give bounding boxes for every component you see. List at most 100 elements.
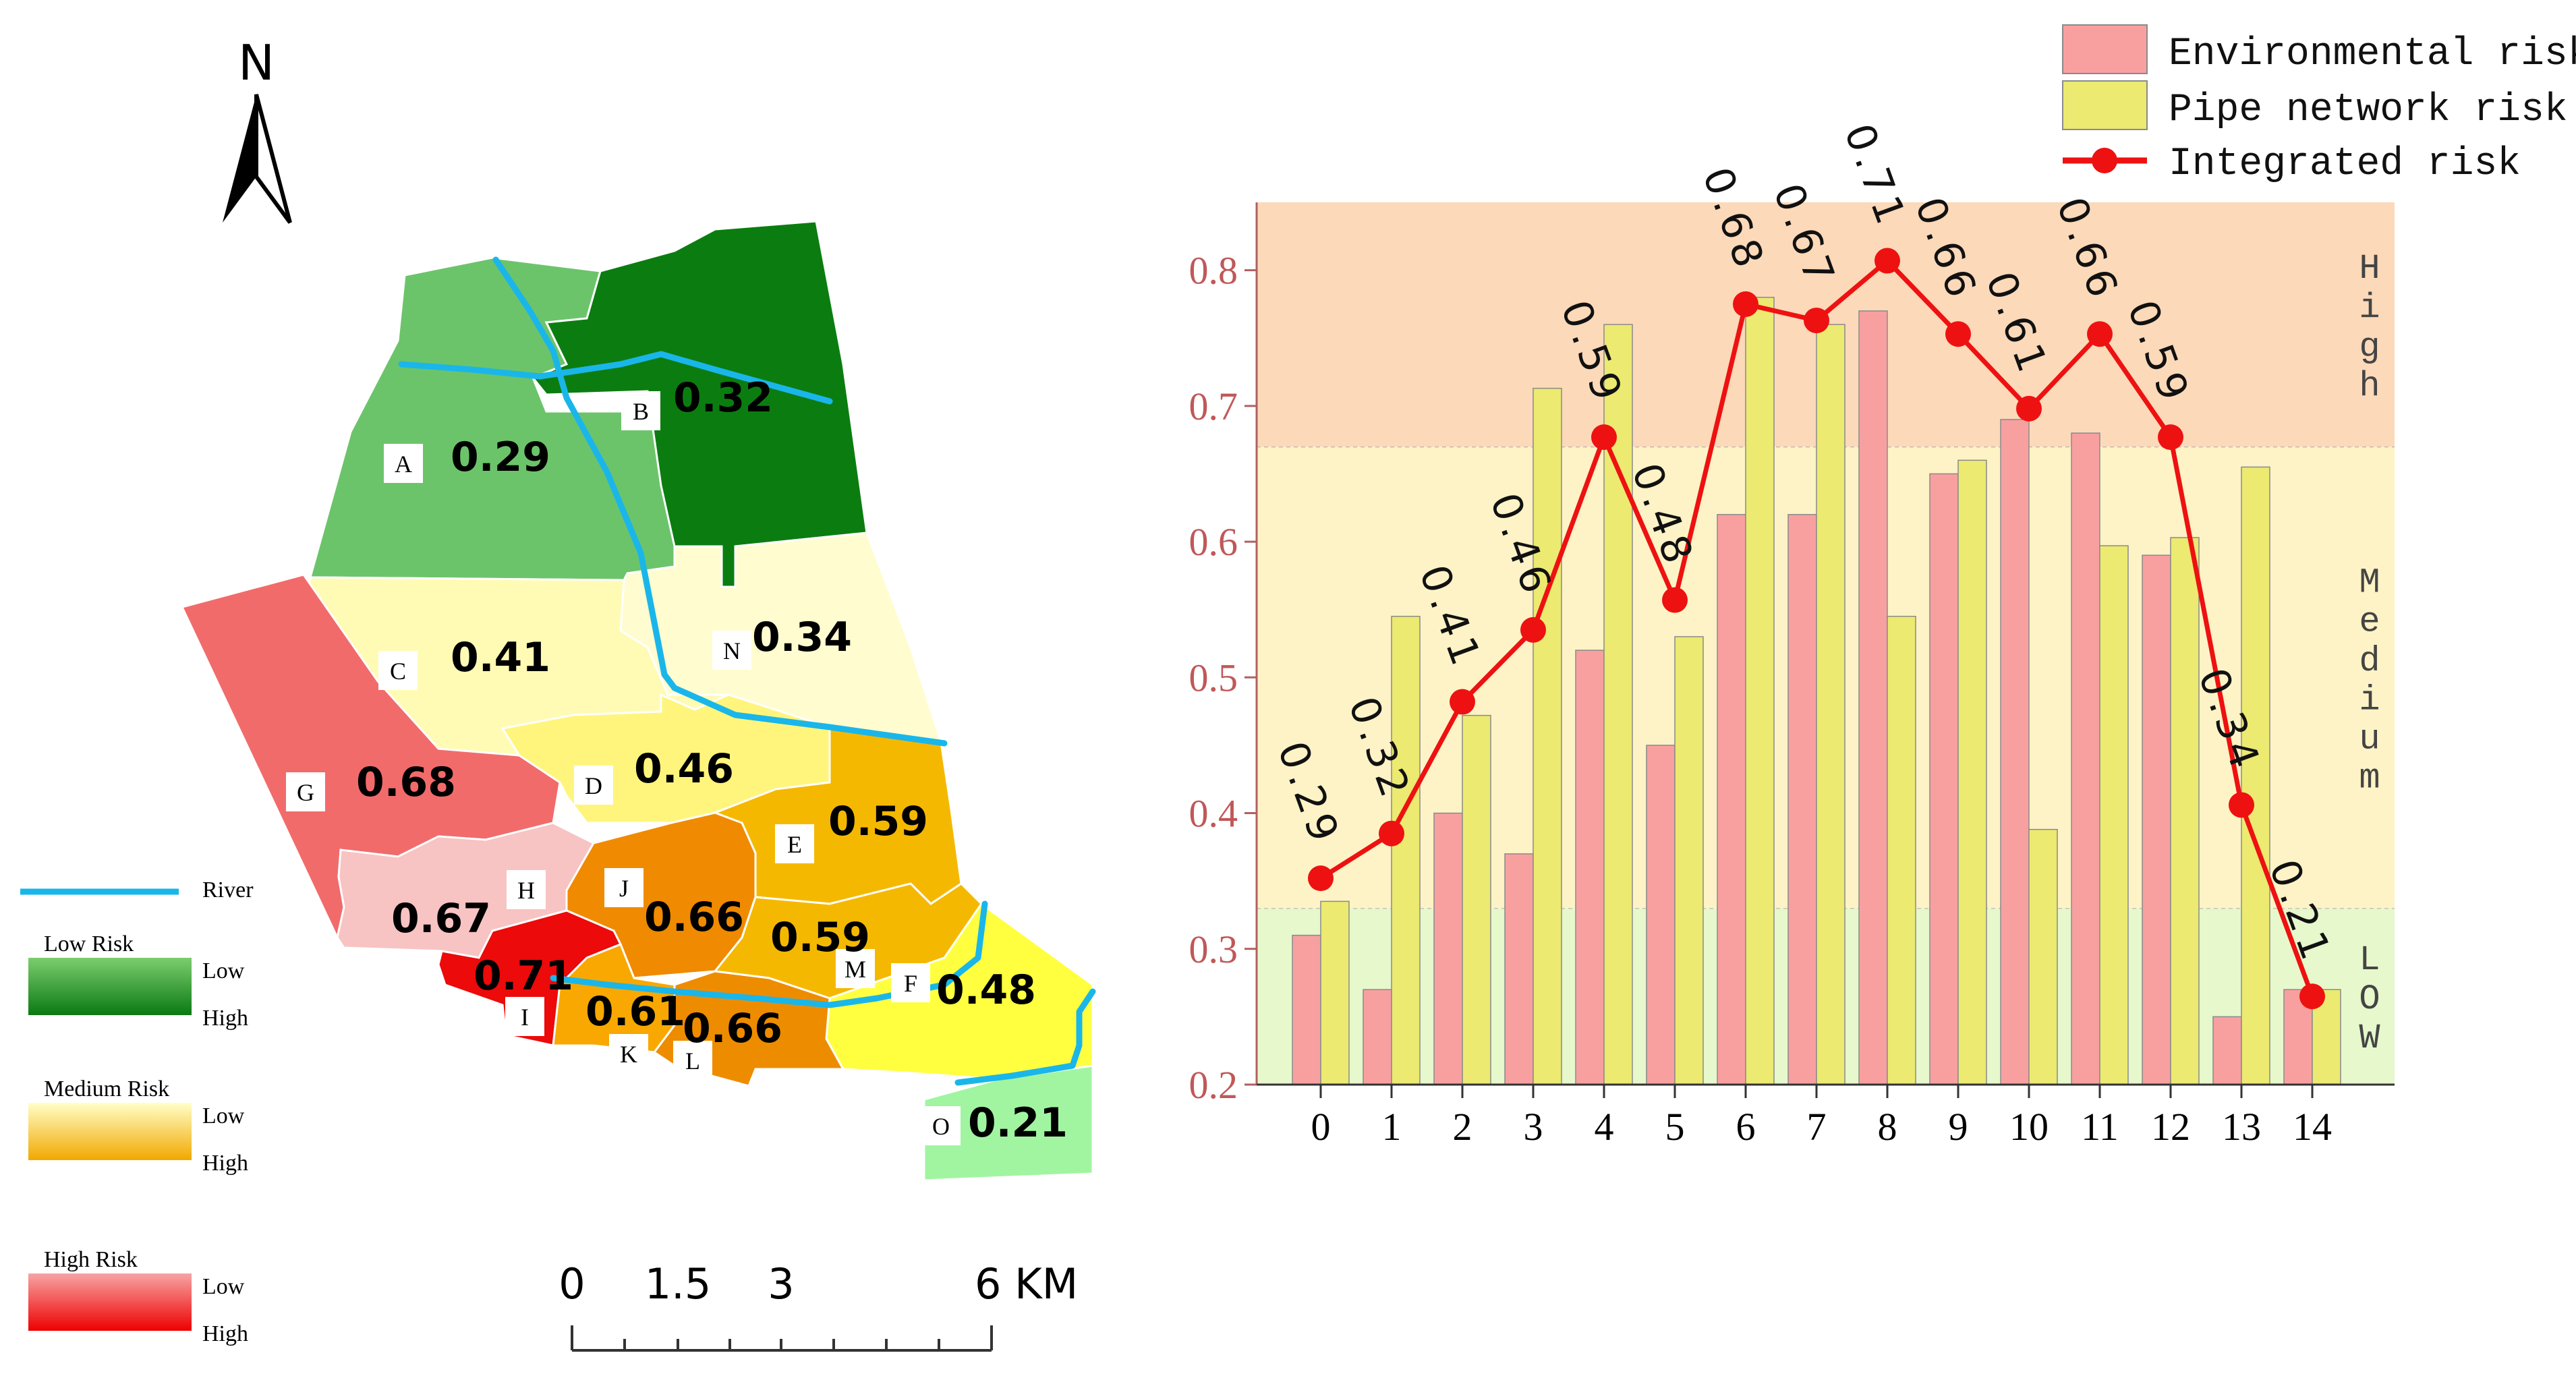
- legend-label-2: Integrated risk: [2169, 142, 2521, 186]
- rivers: [398, 256, 1096, 1086]
- integrated-risk-point-5: [1662, 587, 1688, 613]
- bar-environmental-13: [2212, 1016, 2242, 1085]
- bar-pipe-network-6: [1745, 297, 1775, 1085]
- integrated-risk-point-11: [2087, 321, 2113, 347]
- y-tick-label-6: 0.8: [1189, 249, 1238, 293]
- legend-swatch-0: [2062, 24, 2148, 74]
- zone-letter-i: I: [521, 1004, 529, 1031]
- scale-bar: 0 1.5 3 6 KM: [559, 1259, 1078, 1352]
- legend-label-1: Pipe network risk: [2169, 88, 2568, 132]
- legend-high-label-2: High: [202, 1321, 248, 1346]
- zone-letter-k: K: [620, 1041, 637, 1068]
- zone-letter-d: D: [585, 772, 602, 799]
- zone-letter-box-a: [384, 444, 423, 483]
- integrated-risk-point-4: [1591, 424, 1617, 451]
- zone-f-area: [825, 902, 1094, 1081]
- bar-pipe-network-12: [2170, 537, 2200, 1085]
- x-tick-label-11: 11: [2081, 1105, 2119, 1149]
- legend-swatch-1: [2062, 80, 2148, 130]
- bar-pipe-network-9: [1957, 459, 1987, 1085]
- y-tick-label-0: 0.2: [1189, 1063, 1238, 1107]
- bar-environmental-3: [1504, 853, 1534, 1085]
- zone-letter-box-m: [836, 949, 875, 988]
- zone-letter-n: N: [723, 637, 741, 664]
- bar-pipe-network-7: [1816, 324, 1845, 1085]
- legend-low-label-0: Low: [202, 958, 245, 983]
- x-tick-label-7: 7: [1807, 1105, 1827, 1149]
- bars: [1292, 297, 2341, 1085]
- zone-letter-c: C: [390, 658, 406, 685]
- zone-value-c: 0.41: [451, 634, 550, 681]
- integrated-risk-point-7: [1804, 308, 1829, 334]
- legend-gradient-swatch-1: [28, 1103, 192, 1160]
- x-tick-label-8: 8: [1878, 1105, 1897, 1149]
- bar-pipe-network-13: [2241, 466, 2270, 1085]
- zone-value-b: 0.32: [673, 374, 773, 422]
- zone-letter-f: F: [904, 970, 917, 997]
- x-tick-label-4: 4: [1595, 1105, 1614, 1149]
- zone-value-e: 0.59: [828, 798, 928, 845]
- x-tick-label-9: 9: [1949, 1105, 1968, 1149]
- bar-environmental-12: [2142, 554, 2171, 1085]
- zone-value-h: 0.67: [391, 895, 491, 942]
- scale-label-3: 3: [768, 1259, 794, 1309]
- bar-environmental-11: [2071, 432, 2100, 1085]
- north-arrow-icon: [223, 94, 292, 224]
- zone-value-f: 0.48: [936, 967, 1036, 1014]
- y-tick-label-5: 0.7: [1189, 384, 1238, 428]
- integrated-risk-point-3: [1520, 616, 1546, 643]
- legend-group-title-2: High Risk: [44, 1247, 138, 1272]
- legend-label-0: Environmental risk: [2169, 32, 2576, 76]
- bar-environmental-10: [2000, 419, 2030, 1085]
- scale-label-6km: 6 KM: [975, 1259, 1078, 1309]
- legend-marker-2: [2092, 148, 2117, 173]
- zone-value-j: 0.66: [644, 894, 744, 941]
- zone-letter-h: H: [517, 877, 535, 904]
- scale-label-0: 0: [559, 1259, 585, 1309]
- bar-pipe-network-0: [1320, 900, 1350, 1085]
- bar-environmental-2: [1433, 812, 1463, 1085]
- legend-low-label-2: Low: [202, 1274, 245, 1299]
- y-tick-label-3: 0.5: [1189, 656, 1238, 699]
- x-tick-label-3: 3: [1524, 1105, 1543, 1149]
- legend-gradient-swatch-2: [28, 1273, 192, 1331]
- axes: 0.20.30.40.50.60.70.80 1 2 3 4 5 6 7 8 9 10 11 12 13 1…: [1189, 202, 2395, 1149]
- zone-letter-g: G: [297, 779, 314, 806]
- bar-pipe-network-3: [1533, 387, 1562, 1085]
- integrated-risk-point-6: [1733, 291, 1758, 317]
- legend-high-label-1: High: [202, 1151, 248, 1176]
- zone-letter-box-d: [574, 766, 613, 805]
- bar-environmental-5: [1646, 745, 1676, 1085]
- zone-letter-box-e: [775, 824, 814, 863]
- river-south: [550, 900, 988, 1008]
- risk-map: N: [20, 34, 1096, 1352]
- river-north-south: [492, 256, 948, 747]
- zone-value-l: 0.66: [683, 1005, 782, 1052]
- river-legend-label: River: [202, 878, 254, 902]
- zone-letter-b: B: [633, 398, 649, 425]
- legend-group-title-1: Medium Risk: [44, 1076, 169, 1101]
- integrated-risk-point-10: [2016, 395, 2042, 422]
- zone-letter-a: A: [395, 451, 412, 478]
- risk-chart: L O WM e d i u mH i g h 0.290.320.410.460.590.480.…: [1189, 24, 2576, 1149]
- integrated-risk-point-0: [1308, 865, 1334, 892]
- risk-legend-groups: Low Risk Low High Medium Risk Low High High Ri…: [28, 931, 248, 1346]
- scale-label-1-5: 1.5: [645, 1259, 712, 1309]
- bar-pipe-network-11: [2099, 545, 2129, 1085]
- legend-gradient-swatch-0: [28, 958, 192, 1015]
- zone-letter-box-f: [891, 963, 930, 1002]
- integrated-risk-point-8: [1874, 248, 1900, 274]
- x-tick-label-6: 6: [1736, 1105, 1756, 1149]
- bar-environmental-9: [1929, 473, 1959, 1085]
- x-tick-label-13: 13: [2222, 1105, 2261, 1149]
- x-tick-label-10: 10: [2009, 1105, 2049, 1149]
- zone-value-n: 0.34: [752, 614, 852, 661]
- zone-letter-box-g: [286, 772, 325, 811]
- zone-letter-box-h: [507, 870, 546, 909]
- integrated-risk-point-9: [1945, 321, 1971, 347]
- bar-pipe-network-5: [1674, 636, 1704, 1085]
- zone-letter-box-l: [673, 1041, 712, 1080]
